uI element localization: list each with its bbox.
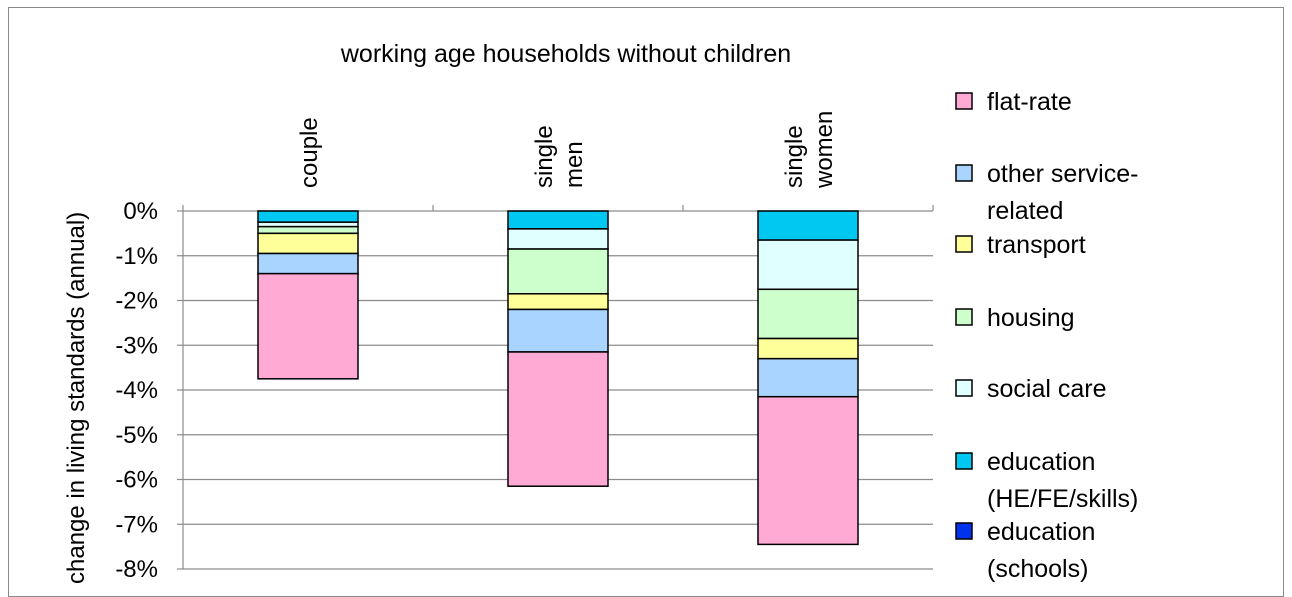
bar-segment <box>507 228 609 250</box>
bar-segment <box>257 252 359 275</box>
bar-segment <box>507 210 609 230</box>
legend-label: education <box>987 448 1095 476</box>
bar-segment <box>757 337 859 360</box>
category-label: single <box>531 125 558 188</box>
bar-segment <box>757 395 859 546</box>
bar-segment <box>507 308 609 353</box>
y-tick-label: -7% <box>115 511 158 538</box>
category-label: couple <box>296 117 323 188</box>
category-label: single <box>781 125 808 188</box>
legend-label: other service- <box>987 160 1138 188</box>
legend-label: (schools) <box>987 555 1088 583</box>
legend-label: related <box>987 197 1063 225</box>
legend-swatch <box>955 522 973 540</box>
y-axis-title: change in living standards (annual) <box>63 212 90 584</box>
legend-label: transport <box>987 231 1086 259</box>
legend-label: housing <box>987 304 1075 332</box>
legend-swatch <box>955 235 973 253</box>
bar-segment <box>507 293 609 311</box>
bars <box>257 210 859 546</box>
legend-swatch <box>955 452 973 470</box>
legend-label: (HE/FE/skills) <box>987 485 1138 513</box>
legend-swatch <box>955 379 973 397</box>
legend-swatch <box>955 92 973 110</box>
y-tick-label: -4% <box>115 377 158 404</box>
legend-swatch <box>955 308 973 326</box>
chart-frame <box>8 7 1284 597</box>
bar-segment <box>757 210 859 241</box>
legend-label: social care <box>987 375 1107 403</box>
y-tick-label: 0% <box>123 198 158 225</box>
bar-segment <box>507 351 609 487</box>
bar-segment <box>257 232 359 255</box>
axes: 0%-1%-2%-3%-4%-5%-6%-7%-8%couple single me… <box>115 111 934 583</box>
bar-segment <box>757 239 859 291</box>
y-tick-label: -2% <box>115 288 158 315</box>
y-tick-label: -3% <box>115 332 158 359</box>
chart-title: working age households without children <box>340 40 791 68</box>
legend-label: education <box>987 518 1095 546</box>
legend: flat-rate other service-related transport h… <box>955 88 1138 583</box>
bar-segment <box>257 272 359 380</box>
bar-segment <box>257 225 359 235</box>
y-tick-label: -5% <box>115 422 158 449</box>
y-tick-label: -6% <box>115 467 158 494</box>
y-tick-label: -8% <box>115 556 158 583</box>
bar-segment <box>757 288 859 340</box>
legend-swatch <box>955 164 973 182</box>
category-label: men <box>561 141 588 188</box>
legend-label: flat-rate <box>987 88 1072 116</box>
category-label: women <box>811 111 838 189</box>
bar-segment <box>507 248 609 295</box>
bar-segment <box>757 357 859 398</box>
y-tick-label: -1% <box>115 243 158 270</box>
bar-segment <box>257 210 359 223</box>
